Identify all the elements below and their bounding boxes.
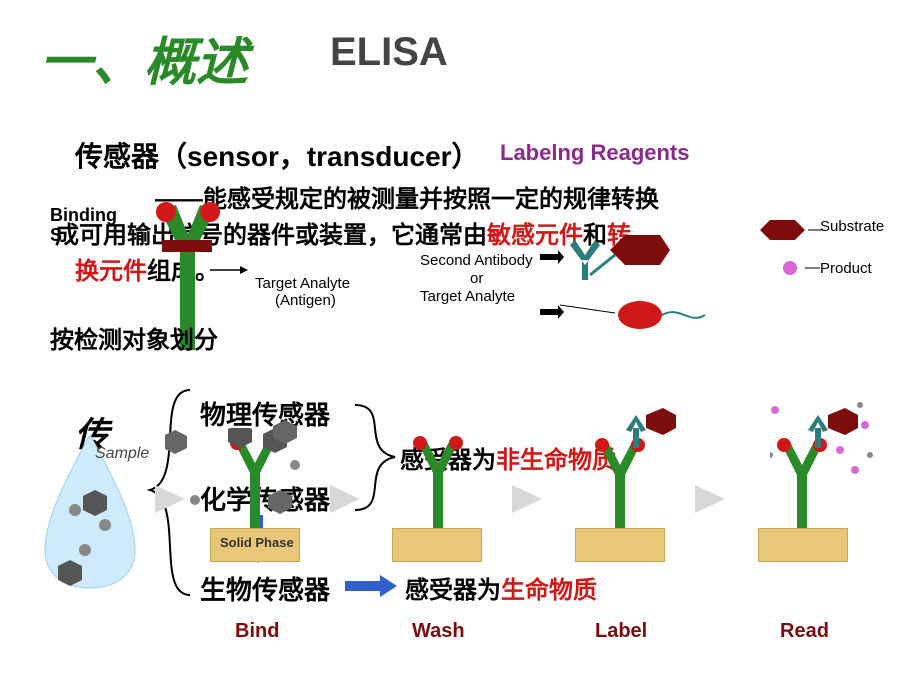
def-line3a: 换元件 — [75, 258, 147, 285]
step-bind: Bind — [235, 620, 279, 643]
solid-phase-4 — [758, 528, 848, 562]
receptor-living: 感受器为生命物质 — [405, 570, 597, 605]
sensor-heading-text: 传感器 — [75, 141, 159, 172]
labeling-b: ng Reagents — [557, 140, 689, 165]
label-second-ab-l1: Second Antibody — [420, 252, 533, 269]
antibody-step-3 — [588, 400, 678, 532]
label-labeling-reagents: Labelng Reagents — [500, 140, 690, 166]
solid-phase-2 — [392, 528, 482, 562]
arrow-to-second-ab — [540, 250, 565, 265]
receptor-bio-a: 感受器为 — [405, 577, 501, 604]
step-label: Label — [595, 620, 647, 643]
classification-heading: 按检测对象划分 — [50, 320, 218, 355]
scatter-step1 — [165, 410, 315, 530]
antibody-step-4 — [770, 400, 880, 532]
label-target-analyte-l1: Target Analyte — [255, 275, 350, 292]
antibody-step-2 — [408, 428, 478, 533]
second-antibody-shape — [560, 225, 760, 335]
step-wash: Wash — [412, 620, 465, 643]
step-arrow-1 — [330, 485, 360, 513]
substrate-product-shapes — [750, 210, 910, 290]
label-second-ab-l3: Target Analyte — [420, 288, 515, 305]
sensor-heading-paren: （sensor，transducer） — [159, 141, 480, 172]
label-sample: Sample — [95, 445, 149, 463]
label-second-ab-l2: or — [470, 270, 483, 287]
arrow-analyte — [210, 260, 250, 280]
biological-sensor: 生物传感器 — [200, 570, 330, 607]
title-overview: 一、概述 — [40, 20, 248, 95]
label-target-analyte-l2: (Antigen) — [275, 292, 336, 309]
solid-phase-3 — [575, 528, 665, 562]
step-arrow-3 — [695, 485, 725, 513]
step-arrow-2 — [512, 485, 542, 513]
arrow-to-target-blob — [540, 305, 565, 320]
sensor-heading: 传感器（sensor，transducer） — [75, 135, 480, 175]
labeling-a: Label — [500, 140, 557, 165]
title-elisa: ELISA — [330, 30, 448, 75]
def-line2a: 成可用输出信号的器件或装置，它通常由 — [55, 222, 487, 249]
label-solid-phase: Solid Phase — [220, 535, 294, 550]
step-read: Read — [780, 620, 829, 643]
receptor-bio-b: 生命物质 — [501, 577, 597, 604]
arrow-bio-to-receptor — [345, 575, 400, 597]
